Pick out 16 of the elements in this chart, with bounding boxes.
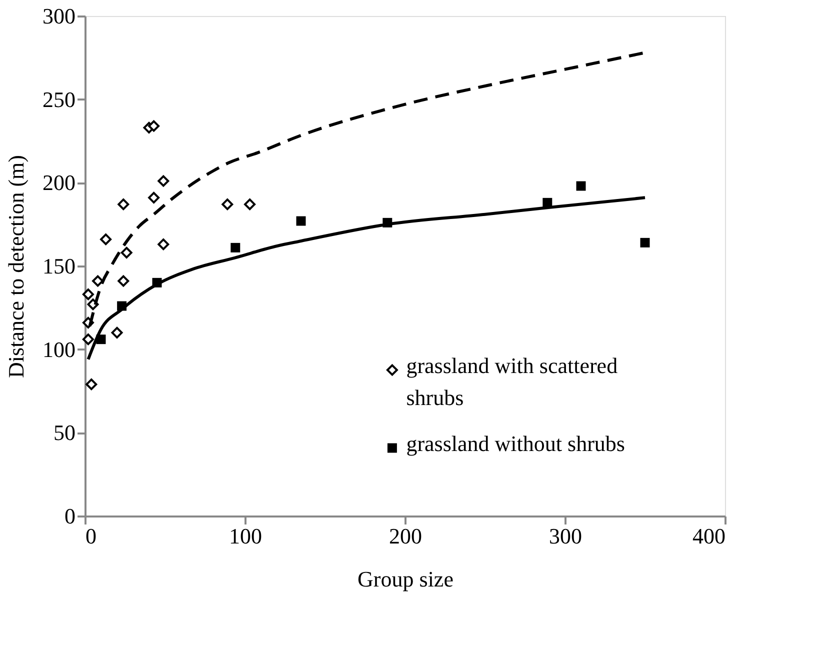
x-tick-label: 0 [86,524,96,548]
y-tick-label: 150 [42,254,76,278]
legend-label: grassland with scattered shrubs [406,353,618,410]
y-tick-label: 300 [42,4,76,28]
x-axis-title: Group size [358,566,454,592]
x-tick-label: 100 [229,524,262,548]
y-axis-title: Distance to detection (m) [4,155,28,378]
legend-label: grassland without shrubs [406,431,625,456]
x-tick-label: 200 [389,524,422,548]
x-tick-label: 300 [549,524,582,548]
y-tick-label: 0 [64,504,76,528]
y-tick-label: 50 [54,420,76,446]
y-tick-label: 200 [42,170,76,196]
x-tick-label: 400 [692,524,726,548]
y-tick-label: 250 [42,86,76,112]
y-tick-label: 100 [42,336,76,362]
